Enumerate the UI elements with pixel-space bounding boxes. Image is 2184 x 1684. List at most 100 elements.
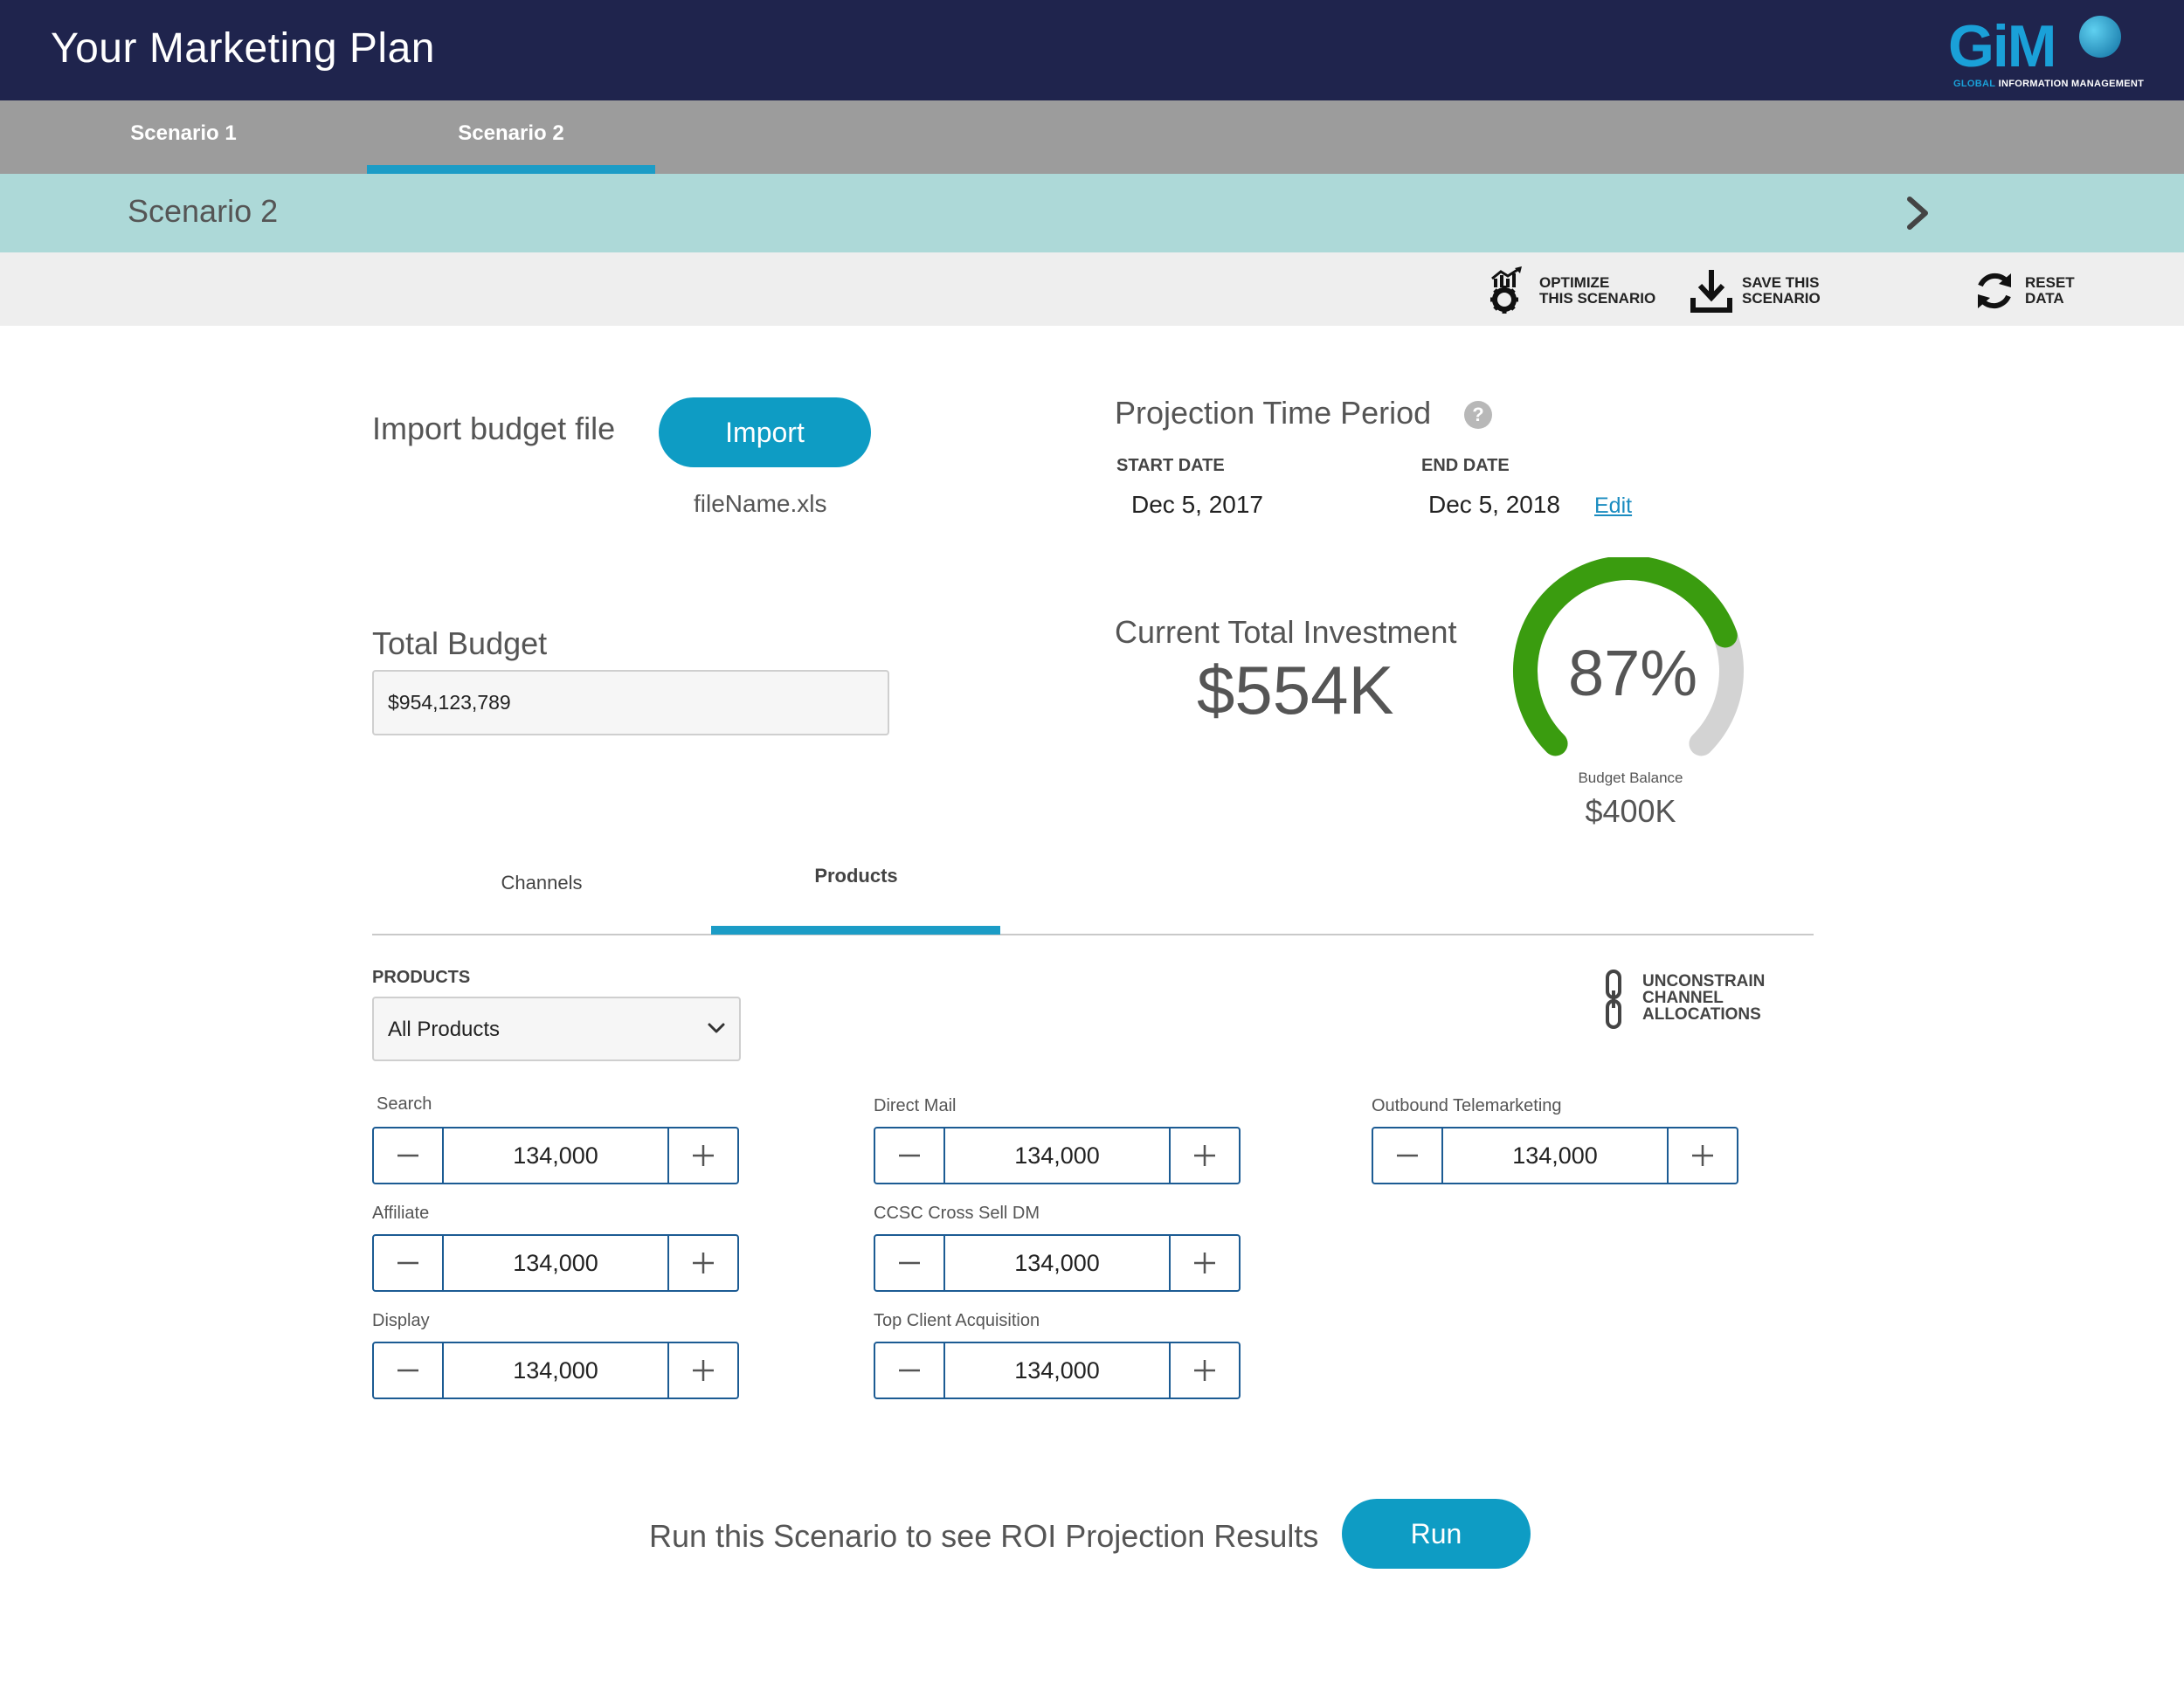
minus-icon [397, 1261, 418, 1265]
scenario-tabbar: Scenario 1 Scenario 2 [0, 100, 2184, 174]
decrement-button[interactable] [875, 1236, 945, 1290]
plus-icon [1194, 1253, 1215, 1273]
optimize-scenario-button[interactable]: OPTIMIZE THIS SCENARIO [1487, 265, 1670, 317]
start-date-label: START DATE [1116, 456, 1225, 475]
increment-button[interactable] [667, 1343, 737, 1398]
unconstrain-allocations-button[interactable]: UNCONSTRAIN CHANNEL ALLOCATIONS [1604, 970, 1796, 1031]
decrement-button[interactable] [875, 1128, 945, 1183]
chevron-right-icon[interactable] [1897, 191, 1938, 235]
stepper-value[interactable]: 134,000 [1014, 1357, 1100, 1384]
minus-icon [397, 1154, 418, 1157]
increment-button[interactable] [667, 1236, 737, 1290]
import-budget-label: Import budget file [372, 411, 616, 446]
download-icon [1690, 270, 1732, 313]
save-scenario-button[interactable]: SAVE THIS SCENARIO [1690, 265, 1873, 317]
increment-button[interactable] [667, 1128, 737, 1183]
outbound-telemarketing-stepper: 134,000 [1372, 1127, 1738, 1184]
decrement-button[interactable] [374, 1343, 444, 1398]
ccsc-cross-sell-stepper: 134,000 [874, 1234, 1241, 1292]
action-toolbar: OPTIMIZE THIS SCENARIO SAVE THIS SCENARI… [0, 252, 2184, 326]
total-budget-label: Total Budget [372, 625, 548, 661]
stepper-label: Top Client Acquisition [874, 1311, 1040, 1330]
minus-icon [899, 1261, 920, 1265]
stepper-value[interactable]: 134,000 [1014, 1250, 1100, 1276]
minus-icon [1397, 1154, 1418, 1157]
projection-title: Projection Time Period [1115, 395, 1432, 431]
minus-icon [899, 1369, 920, 1372]
stepper-label: Outbound Telemarketing [1372, 1096, 1562, 1115]
gauge-fill [1513, 557, 1738, 756]
edit-dates-link[interactable]: Edit [1594, 493, 1633, 518]
top-client-acquisition-stepper: 134,000 [874, 1342, 1241, 1399]
app-title: Your Marketing Plan [51, 25, 435, 72]
import-button[interactable]: Import [659, 397, 871, 467]
tab-scenario-1[interactable]: Scenario 1 [130, 121, 237, 145]
total-budget-input[interactable] [372, 670, 889, 735]
products-dropdown[interactable]: All Products [372, 997, 741, 1061]
plus-icon [693, 1145, 714, 1166]
products-label: PRODUCTS [372, 968, 471, 987]
investment-label: Current Total Investment [1115, 614, 1457, 650]
refresh-icon [1978, 273, 2011, 309]
minus-icon [899, 1154, 920, 1157]
display-stepper: 134,000 [372, 1342, 739, 1399]
end-date-value: Dec 5, 2018 [1428, 491, 1560, 518]
decrement-button[interactable] [374, 1236, 444, 1290]
logo-wordmark: GiM [1948, 13, 2056, 79]
affiliate-stepper: 134,000 [372, 1234, 739, 1292]
help-icon[interactable]: ? [1464, 401, 1492, 429]
chain-link-icon [1606, 970, 1621, 1029]
tab-channels[interactable]: Channels [501, 872, 583, 894]
increment-button[interactable] [1169, 1236, 1239, 1290]
stepper-value[interactable]: 134,000 [513, 1357, 598, 1384]
end-date-label: END DATE [1421, 456, 1510, 475]
stepper-label: Search [377, 1094, 432, 1114]
budget-balance-value: $400K [1585, 793, 1676, 829]
decrement-button[interactable] [875, 1343, 945, 1398]
app-header: Your Marketing Plan GiM GLOBAL INFORMATI… [0, 0, 2184, 100]
stepper-value[interactable]: 134,000 [1014, 1142, 1100, 1169]
decrement-button[interactable] [1373, 1128, 1443, 1183]
plus-icon [693, 1253, 714, 1273]
tabs-divider [372, 934, 1814, 935]
search-stepper: 134,000 [372, 1127, 739, 1184]
run-prompt-text: Run this Scenario to see ROI Projection … [649, 1518, 1319, 1554]
tab-products[interactable]: Products [814, 865, 898, 887]
decrement-button[interactable] [374, 1128, 444, 1183]
logo-subtitle: GLOBAL INFORMATION MANAGEMENT [1953, 79, 2145, 89]
gauge-percent: 87% [1567, 637, 1698, 709]
company-logo: GiM GLOBAL INFORMATION MANAGEMENT [1948, 12, 2158, 93]
optimize-label: OPTIMIZE THIS SCENARIO [1539, 274, 1656, 307]
reset-label: RESET DATA [2025, 274, 2075, 307]
stepper-label: CCSC Cross Sell DM [874, 1204, 1040, 1223]
plus-icon [1194, 1360, 1215, 1381]
stepper-label: Direct Mail [874, 1096, 957, 1115]
optimize-gear-chart-icon [1490, 266, 1522, 314]
unconstrain-label: UNCONSTRAIN CHANNEL ALLOCATIONS [1642, 972, 1766, 1024]
direct-mail-stepper: 134,000 [874, 1127, 1241, 1184]
chevron-down-icon [708, 1023, 725, 1033]
scenario-header: Scenario 2 [0, 174, 2184, 252]
investment-value: $554K [1197, 652, 1394, 728]
start-date-value: Dec 5, 2017 [1131, 491, 1263, 518]
run-button[interactable]: Run [1342, 1499, 1531, 1569]
plus-icon [693, 1360, 714, 1381]
budget-balance-label: Budget Balance [1578, 770, 1683, 786]
minus-icon [397, 1369, 418, 1372]
active-tab-indicator [711, 926, 1000, 935]
scenario-title: Scenario 2 [128, 193, 279, 229]
reset-data-button[interactable]: RESET DATA [1973, 265, 2156, 317]
increment-button[interactable] [1169, 1128, 1239, 1183]
plus-icon [1194, 1145, 1215, 1166]
stepper-value[interactable]: 134,000 [1512, 1142, 1598, 1169]
budget-gauge [1513, 557, 1744, 756]
increment-button[interactable] [1169, 1343, 1239, 1398]
tab-scenario-2[interactable]: Scenario 2 [367, 100, 655, 174]
stepper-value[interactable]: 134,000 [513, 1142, 598, 1169]
stepper-label: Affiliate [372, 1204, 430, 1223]
increment-button[interactable] [1667, 1128, 1737, 1183]
save-label: SAVE THIS SCENARIO [1742, 274, 1821, 307]
plus-icon [1692, 1145, 1713, 1166]
imported-file-name: fileName.xls [694, 490, 827, 517]
stepper-value[interactable]: 134,000 [513, 1250, 598, 1276]
